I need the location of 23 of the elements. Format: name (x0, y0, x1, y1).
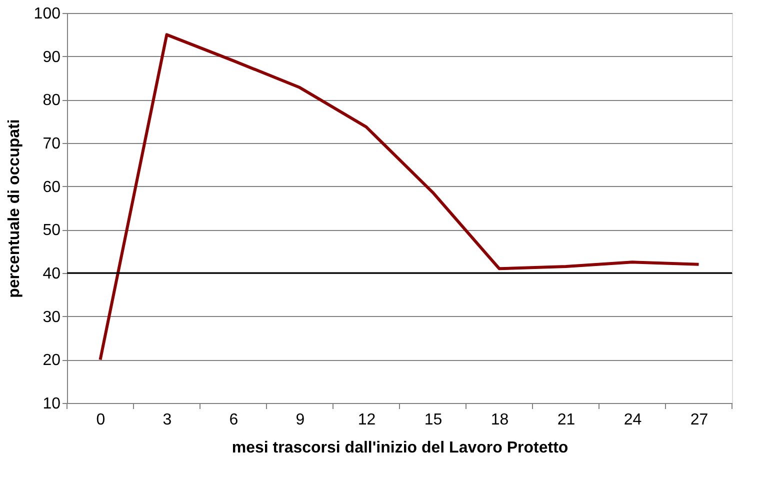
y-tick-label: 100 (34, 6, 61, 22)
x-tick-label: 27 (690, 412, 708, 428)
x-tick-label: 3 (162, 412, 172, 428)
y-tick-label: 40 (42, 266, 61, 282)
x-tick-label: 21 (557, 412, 576, 428)
x-tick-label: 9 (296, 412, 305, 428)
y-axis-title: percentuale di occupati (6, 119, 23, 298)
x-tick-label: 12 (358, 412, 376, 428)
x-tick-label: 0 (96, 412, 106, 428)
x-tick-label: 15 (424, 412, 442, 428)
y-tick-label: 60 (42, 178, 61, 196)
y-tick-label: 70 (42, 136, 61, 152)
line-series (98, 33, 700, 362)
x-axis-title: mesi trascorsi dall'inizio del Lavoro Protetto (232, 440, 568, 456)
x-tick-label: 24 (624, 412, 642, 428)
y-tick-label: 10 (42, 396, 61, 412)
y-tick-label: 50 (42, 222, 61, 240)
y-tick-label: 20 (42, 352, 61, 370)
x-tick-label: 6 (229, 412, 238, 428)
y-tick-label: 30 (42, 308, 61, 326)
y-tick-label: 90 (42, 48, 61, 66)
x-tick-label: 18 (490, 412, 509, 428)
y-tick-label: 80 (42, 92, 61, 110)
